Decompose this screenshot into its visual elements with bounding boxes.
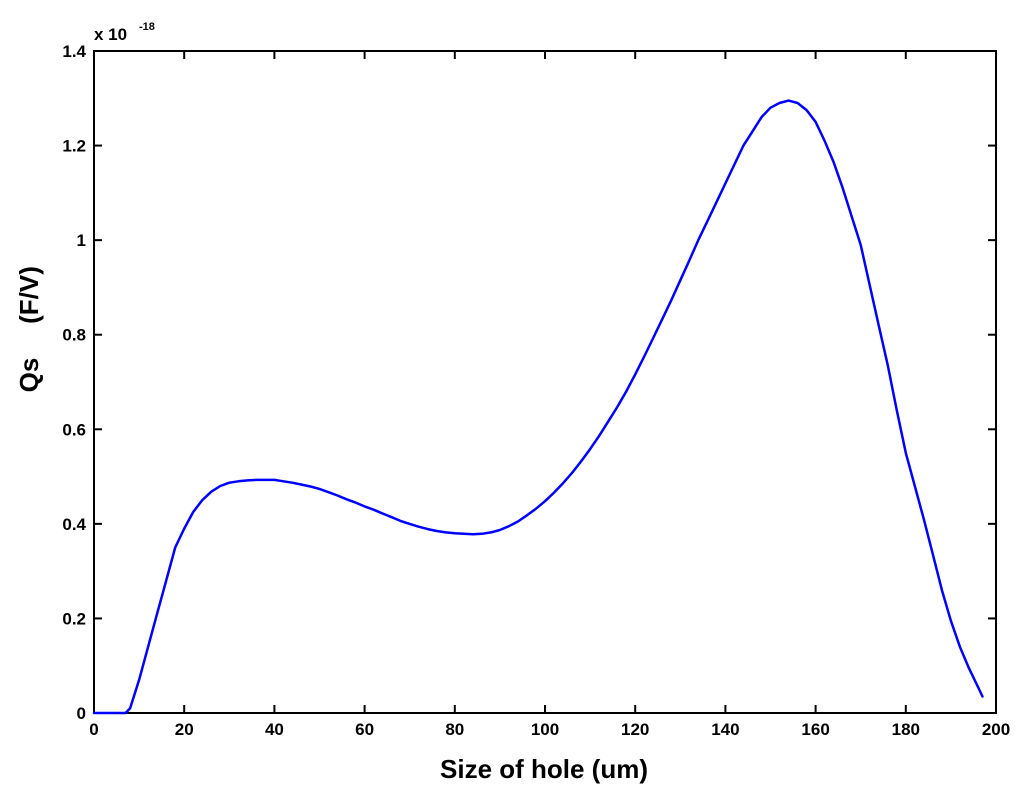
y-axis-exponent-power: -18 <box>139 21 155 33</box>
x-tick-label: 200 <box>982 720 1010 739</box>
y-tick-label: 1.4 <box>62 42 86 61</box>
y-tick-label: 0.6 <box>62 420 86 439</box>
y-tick-label: 0 <box>77 704 86 723</box>
x-tick-label: 40 <box>265 720 284 739</box>
x-tick-label: 160 <box>801 720 829 739</box>
y-tick-label: 0.4 <box>62 515 86 534</box>
x-tick-label: 140 <box>711 720 739 739</box>
y-tick-label: 0.2 <box>62 609 86 628</box>
y-tick-label: 0.8 <box>62 326 86 345</box>
x-axis-title: Size of hole (um) <box>440 754 648 784</box>
y-tick-label: 1.2 <box>62 137 86 156</box>
x-tick-label: 120 <box>621 720 649 739</box>
x-tick-label: 20 <box>175 720 194 739</box>
y-axis-title: Qs (F/V) <box>14 266 44 392</box>
series-group <box>92 99 984 715</box>
series-line <box>92 99 984 715</box>
y-axis-exponent-base: x 10 <box>94 25 127 44</box>
y-tick-label: 1 <box>77 231 86 250</box>
y-axis-title-main: Qs <box>14 358 44 393</box>
x-tick-label: 80 <box>445 720 464 739</box>
y-axis-ticks: 0 0.2 0.4 0.6 0.8 1 1.2 1.4 <box>62 42 996 723</box>
x-tick-label: 0 <box>89 720 98 739</box>
y-axis-title-unit: (F/V) <box>14 266 44 324</box>
x-tick-label: 60 <box>355 720 374 739</box>
x-axis-ticks: 0 20 40 60 80 100 120 140 160 180 200 <box>89 51 1010 739</box>
x-tick-label: 100 <box>531 720 559 739</box>
x-tick-label: 180 <box>892 720 920 739</box>
